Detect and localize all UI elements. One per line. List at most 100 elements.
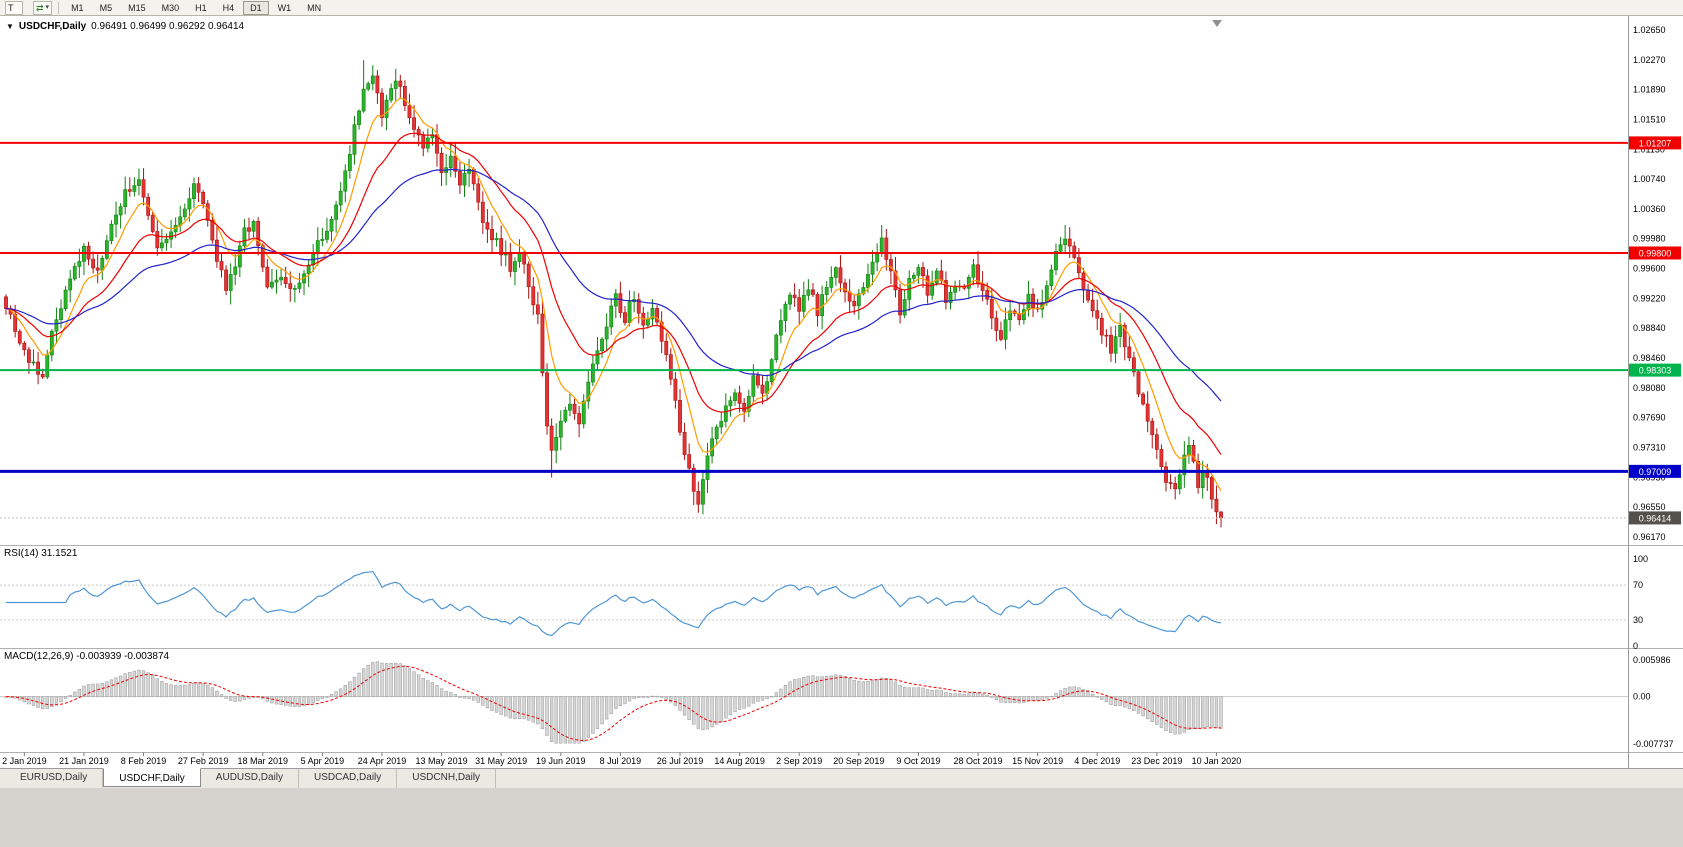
svg-text:0.98303: 0.98303 [1639,366,1672,376]
toolbar-separator [58,1,60,14]
chart-tab-usdchf[interactable]: USDCHF,Daily [103,768,201,787]
rsi-line [6,570,1222,637]
date-axis: 2 Jan 2019 21 Jan 2019 8 Feb 2019 27 Feb 20… [2,752,1242,766]
rsi-pane: 100 70 30 0 [0,554,1648,651]
svg-text:8 Feb 2019: 8 Feb 2019 [121,756,167,766]
chart-tab-audusd[interactable]: AUDUSD,Daily [201,769,300,788]
macd-indicator-label: MACD(12,26,9) -0.003939 -0.003874 [4,651,170,662]
svg-text:15 Nov 2019: 15 Nov 2019 [1012,756,1063,766]
svg-text:0.99800: 0.99800 [1639,248,1672,258]
svg-text:1.01130: 1.01130 [1633,144,1665,154]
svg-text:0.96170: 0.96170 [1633,532,1666,542]
svg-text:0.99220: 0.99220 [1633,293,1666,303]
candlesticks [4,60,1223,528]
current-price-badge [1629,511,1681,525]
svg-text:-0.007737: -0.007737 [1633,739,1674,749]
chart-collapse-arrow-icon[interactable]: ▼ [6,22,14,31]
svg-text:0: 0 [1633,641,1638,651]
level-badge [1629,464,1681,478]
svg-text:100: 100 [1633,554,1648,564]
svg-text:14 Aug 2019: 14 Aug 2019 [714,756,765,766]
timeframe-button-w1[interactable]: W1 [277,2,292,13]
svg-text:0.00: 0.00 [1633,692,1651,702]
chart-shift-marker [1212,20,1222,27]
ma-line-20 [5,132,1222,455]
svg-text:9 Oct 2019: 9 Oct 2019 [896,756,940,766]
svg-text:8 Jul 2019: 8 Jul 2019 [600,756,642,766]
timeframe-button-h4[interactable]: H4 [222,2,235,13]
macd-signal-line [5,665,1222,742]
svg-text:1.02650: 1.02650 [1633,25,1666,35]
timeframe-button-m1[interactable]: M1 [71,2,84,13]
svg-text:10 Jan 2020: 10 Jan 2020 [1192,756,1242,766]
svg-text:30: 30 [1633,615,1643,625]
svg-text:4 Dec 2019: 4 Dec 2019 [1074,756,1120,766]
level-badge [1629,363,1681,377]
svg-text:0.99600: 0.99600 [1633,264,1666,274]
timeframe-button-h1[interactable]: H1 [195,2,207,13]
svg-text:1.00740: 1.00740 [1633,174,1666,184]
svg-text:1.01510: 1.01510 [1633,114,1666,124]
svg-text:0.005986: 0.005986 [1633,655,1671,665]
ma-line-8 [5,97,1222,492]
svg-text:26 Jul 2019: 26 Jul 2019 [657,756,704,766]
timeframe-button-mn[interactable]: MN [307,2,322,13]
pane-separators [0,16,1683,768]
svg-text:20 Sep 2019: 20 Sep 2019 [833,756,884,766]
macd-pane: 0.005986 0.00 -0.007737 [0,655,1674,749]
svg-text:0.96550: 0.96550 [1633,502,1666,512]
svg-text:0.99980: 0.99980 [1633,234,1666,244]
svg-text:18 Mar 2019: 18 Mar 2019 [237,756,288,766]
svg-text:5 Apr 2019: 5 Apr 2019 [301,756,345,766]
moving-average-lines [5,97,1222,492]
ma-line-45 [5,168,1222,402]
svg-text:28 Oct 2019: 28 Oct 2019 [953,756,1002,766]
price-level-badges: 1.01207 0.99800 0.98303 0.97009 0.96414 [1629,136,1681,525]
level-badge [1629,246,1681,260]
svg-text:0.96414: 0.96414 [1639,513,1672,523]
svg-text:2 Sep 2019: 2 Sep 2019 [776,756,822,766]
svg-text:1.01890: 1.01890 [1633,85,1666,95]
svg-text:21 Jan 2019: 21 Jan 2019 [59,756,109,766]
symbol-period-text: USDCHF,Daily [18,21,87,32]
svg-text:23 Dec 2019: 23 Dec 2019 [1131,756,1182,766]
top-toolbar: T ⇄ ▾ M1 M5 M15 M30 H1 H4 D1 W1 MN [0,0,1683,16]
chart-tab-eurusd[interactable]: EURUSD,Daily [5,769,104,788]
svg-text:2 Jan 2019: 2 Jan 2019 [2,756,47,766]
svg-text:1.01207: 1.01207 [1639,138,1672,148]
svg-text:0.98840: 0.98840 [1633,323,1666,333]
horizontal-level-lines [0,141,1628,519]
chevron-down-icon: ▾ [45,3,50,11]
macd-histogram [4,661,1223,744]
svg-text:0.97009: 0.97009 [1639,467,1672,477]
chart-tab-bar: EURUSD,Daily USDCHF,Daily AUDUSD,Daily USDC… [0,768,1683,788]
svg-text:0.98460: 0.98460 [1633,353,1666,363]
svg-text:1.00360: 1.00360 [1633,204,1666,214]
ohlc-values-text: 0.96491 0.96499 0.96292 0.96414 [91,21,245,32]
timeframe-button-m30[interactable]: M30 [161,2,180,13]
chart-tab-usdcad[interactable]: USDCAD,Daily [299,769,398,788]
svg-text:0.97690: 0.97690 [1633,413,1666,423]
svg-text:0.97310: 0.97310 [1633,442,1666,452]
svg-text:31 May 2019: 31 May 2019 [475,756,527,766]
symbol-ohlc-label: ▼ USDCHF,Daily 0.96491 0.96499 0.96292 0… [6,21,244,32]
timeframe-button-group: M1 M5 M15 M30 H1 H4 D1 W1 MN [63,0,329,15]
svg-text:0.98080: 0.98080 [1633,383,1666,393]
text-tool-icon: T [8,2,14,13]
drawing-tool-dropdown[interactable]: ⇄ ▾ [33,0,53,15]
svg-text:70: 70 [1633,580,1643,590]
svg-text:1.02270: 1.02270 [1633,55,1666,65]
timeframe-button-m5[interactable]: M5 [99,2,113,13]
text-tool-button[interactable]: T [5,0,23,15]
svg-text:0.96930: 0.96930 [1633,472,1666,482]
price-axis: 1.02650 1.02270 1.01890 1.01510 1.01130 1.007… [1633,25,1666,542]
chart-background [0,16,1683,768]
chart-tab-usdcnh[interactable]: USDCNH,Daily [397,769,497,788]
timeframe-button-m15[interactable]: M15 [128,2,146,13]
timeframe-button-d1[interactable]: D1 [243,0,269,15]
svg-text:24 Apr 2019: 24 Apr 2019 [358,756,407,766]
svg-text:27 Feb 2019: 27 Feb 2019 [178,756,229,766]
level-badge [1629,136,1681,150]
